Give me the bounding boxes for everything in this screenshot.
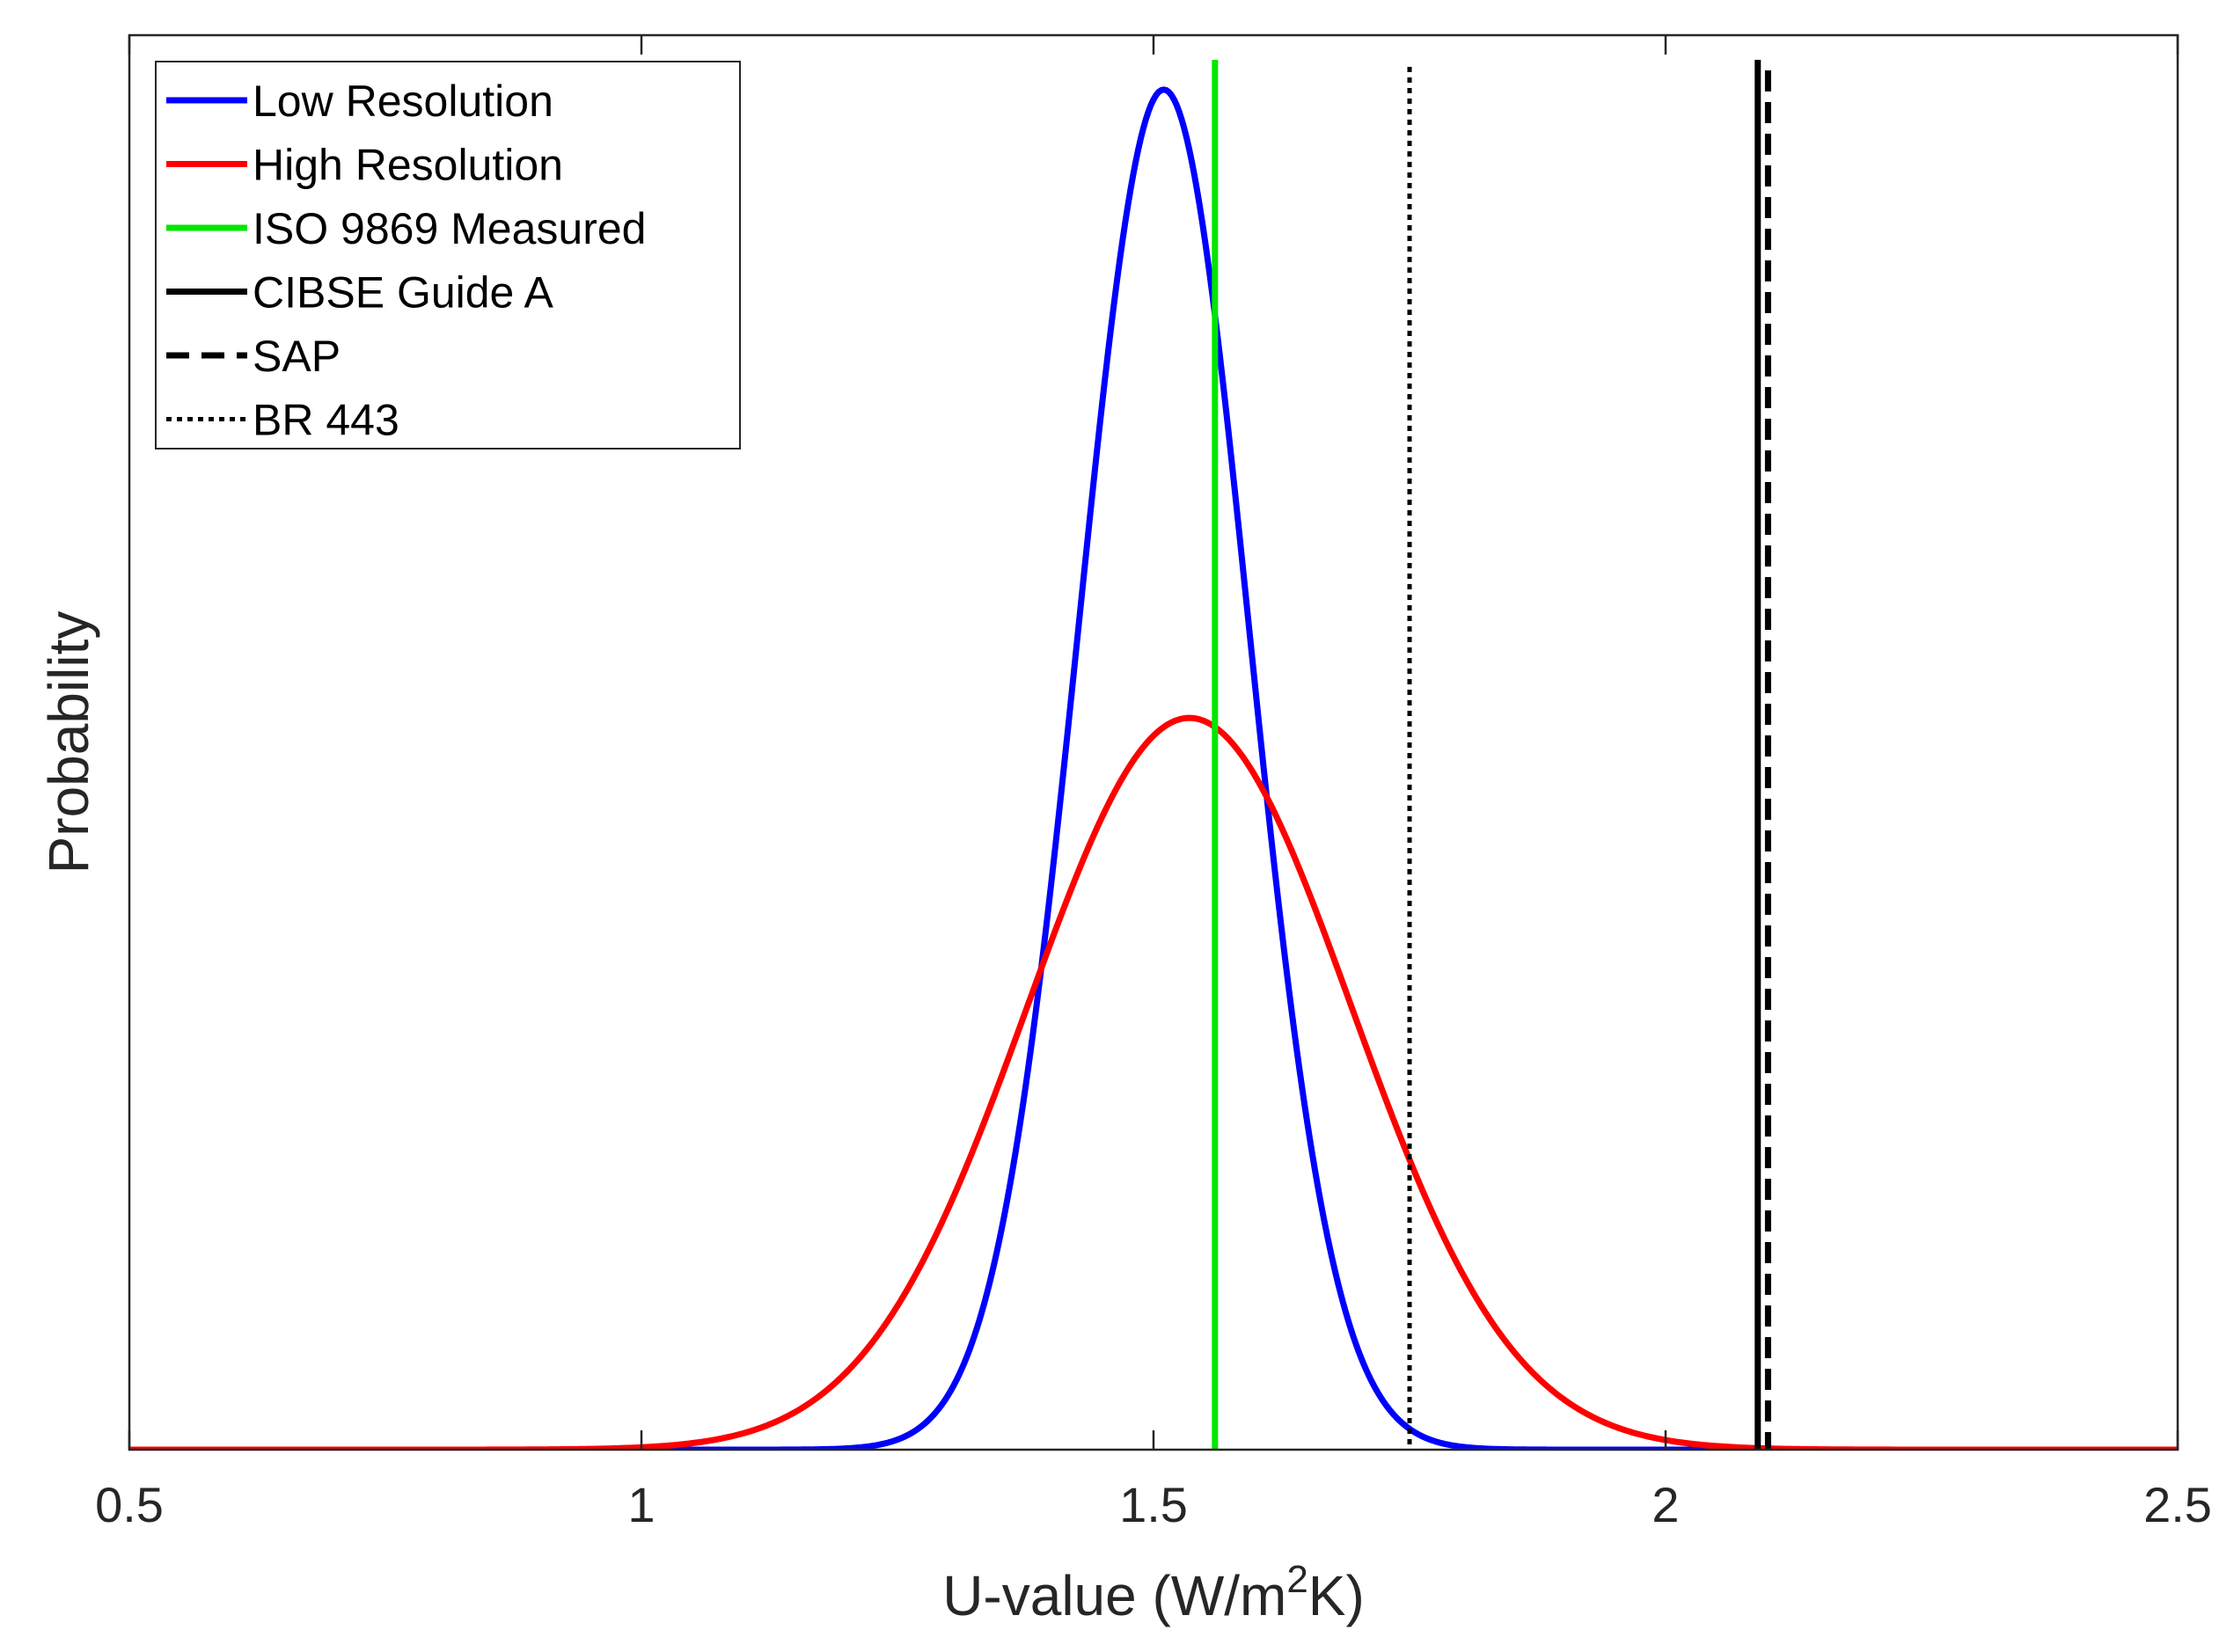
legend-label-high-resolution: High Resolution bbox=[253, 141, 563, 190]
x-tick-label: 1 bbox=[627, 1477, 655, 1532]
legend-label-low-resolution: Low Resolution bbox=[253, 77, 553, 126]
y-axis-title: Probability bbox=[37, 611, 100, 874]
legend-label-iso-9869-measured: ISO 9869 Measured bbox=[253, 204, 647, 253]
legend-label-br-443: BR 443 bbox=[253, 396, 399, 445]
x-tick-label: 1.5 bbox=[1119, 1477, 1188, 1532]
x-tick-label: 2.5 bbox=[2143, 1477, 2212, 1532]
x-tick-label: 0.5 bbox=[95, 1477, 164, 1532]
x-tick-label: 2 bbox=[1652, 1477, 1679, 1532]
legend-label-cibse-guide-a: CIBSE Guide A bbox=[253, 268, 553, 318]
legend-label-sap: SAP bbox=[253, 332, 341, 381]
x-axis-title-suffix: K) bbox=[1308, 1564, 1365, 1627]
legend: Low Resolution High Resolution ISO 9869 Me… bbox=[155, 61, 741, 450]
axes-layer: 0.5 1 1.5 2 2.5U-value (W/m2K)Probability bbox=[37, 33, 2212, 1627]
series-line-low-resolution bbox=[129, 86, 2178, 1450]
legend-box bbox=[155, 61, 741, 450]
x-axis-title: U-value (W/m2K) bbox=[942, 1558, 1365, 1627]
x-axis-title-main: U-value (W/m bbox=[942, 1564, 1286, 1627]
x-axis-title-superscript: 2 bbox=[1286, 1558, 1307, 1601]
